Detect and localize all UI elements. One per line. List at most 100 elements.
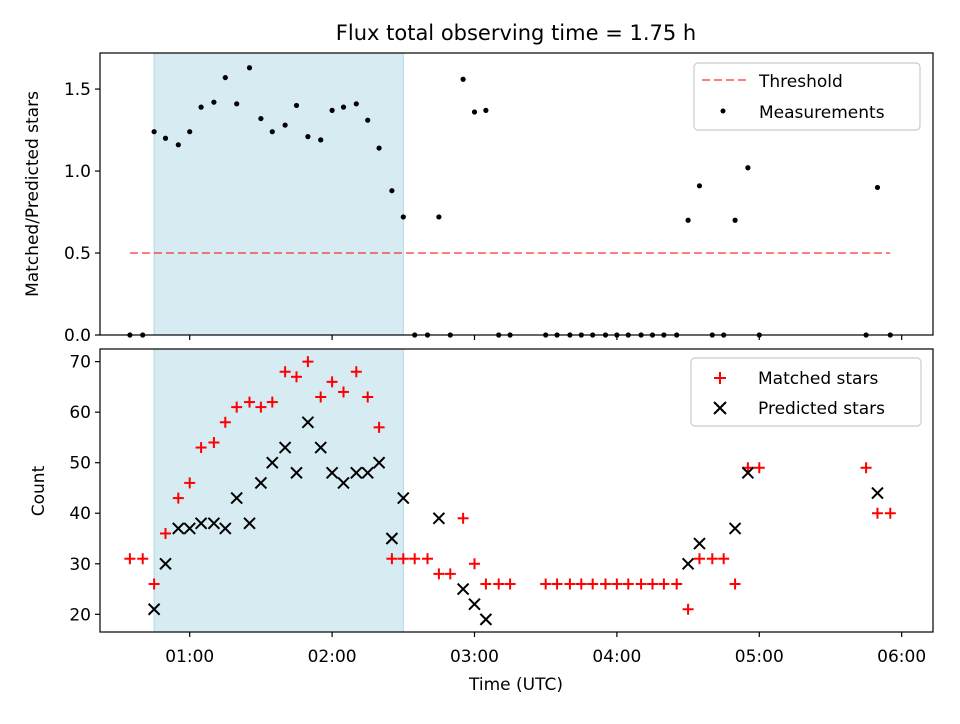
- bottom-xtick-label: 03:00: [450, 647, 499, 667]
- measurement-point: [151, 129, 157, 135]
- predicted-star-point: [468, 597, 481, 611]
- bottom-xtick-label: 02:00: [308, 647, 357, 667]
- bottom-ytick-label: 50: [69, 454, 91, 474]
- matched-star-point: [266, 396, 278, 408]
- measurement-point: [211, 99, 217, 105]
- measurement-point: [745, 165, 751, 171]
- predicted-star-point: [254, 476, 268, 490]
- matched-star-point: [279, 366, 291, 378]
- measurement-point: [187, 129, 193, 135]
- bottom-axes-frame: [99, 348, 934, 633]
- matched-star-point: [635, 578, 647, 590]
- matched-star-point: [540, 578, 552, 590]
- legend-measurements-label: Measurements: [759, 103, 885, 123]
- legend-measurements-swatch: [720, 108, 726, 114]
- measurement-point: [874, 184, 881, 191]
- predicted-star-point: [147, 603, 161, 616]
- matched-star-point: [682, 603, 694, 615]
- matched-star-point: [219, 416, 231, 428]
- top-legend: Threshold Measurements: [693, 62, 921, 131]
- measurement-point: [293, 102, 300, 109]
- predicted-star-point: [301, 416, 315, 429]
- matched-star-point: [504, 578, 516, 590]
- matched-star-point: [148, 578, 160, 590]
- matched-star-point: [208, 436, 220, 448]
- measurement-point: [258, 115, 264, 122]
- measurement-point: [175, 142, 181, 148]
- top-ytick-label: 0.5: [64, 244, 91, 264]
- matched-star-point: [493, 578, 505, 590]
- matched-star-point: [302, 356, 314, 368]
- measurement-point: [234, 101, 240, 107]
- predicted-star-point: [219, 522, 232, 535]
- matched-star-point: [231, 401, 243, 413]
- matched-star-point: [373, 421, 385, 433]
- measurement-point: [732, 217, 738, 223]
- matched-star-point: [729, 578, 741, 590]
- predicted-star-point: [266, 456, 279, 469]
- measurement-point: [460, 76, 466, 82]
- matched-star-point: [706, 553, 718, 565]
- bottom-ytick-label: 70: [69, 353, 91, 373]
- bottom-xtick-label: 04:00: [592, 647, 641, 667]
- measurement-point: [318, 137, 324, 143]
- matched-star-point: [397, 553, 409, 565]
- matched-star-point: [646, 578, 658, 590]
- matched-star-point: [433, 568, 445, 580]
- predicted-star-point: [194, 517, 208, 530]
- matched-star-point: [718, 553, 730, 565]
- matched-star-point: [457, 512, 469, 524]
- matched-star-point: [575, 578, 587, 590]
- measurement-point: [269, 129, 275, 135]
- matched-star-point: [337, 386, 349, 398]
- measurement-point: [483, 107, 489, 113]
- top-axes-frame: [99, 52, 934, 336]
- predicted-star-point: [741, 466, 755, 480]
- predicted-star-point: [372, 456, 386, 469]
- bottom-legend: Matched stars Predicted stars: [690, 357, 922, 427]
- predicted-star-point: [397, 491, 410, 505]
- predicted-star-point: [693, 537, 706, 550]
- matched-star-point: [195, 442, 207, 454]
- matched-star-point: [860, 462, 872, 474]
- legend-predicted-label: Predicted stars: [758, 399, 885, 419]
- top-shaded-span: [153, 52, 404, 336]
- bottom-shaded-span: [153, 348, 404, 633]
- predicted-star-point: [361, 466, 374, 480]
- predicted-star-point: [350, 466, 363, 480]
- measurement-point: [329, 107, 335, 113]
- matched-star-point: [444, 568, 456, 580]
- measurement-point: [162, 135, 169, 141]
- bottom-xtick-label: 06:00: [877, 647, 926, 667]
- measurement-point: [222, 74, 228, 81]
- measurement-point: [282, 122, 288, 128]
- legend-matched-label: Matched stars: [758, 369, 878, 389]
- legend-matched-swatch: [714, 372, 726, 384]
- predicted-star-point: [207, 517, 221, 530]
- matched-star-point: [753, 462, 765, 474]
- predicted-star-point: [385, 532, 399, 545]
- matched-star-point: [409, 553, 421, 565]
- predicted-star-point: [479, 613, 493, 626]
- matched-star-point: [884, 507, 896, 519]
- matched-star-point: [671, 578, 683, 590]
- legend-predicted-swatch: [713, 401, 727, 415]
- measurement-point: [436, 214, 442, 220]
- matched-star-point: [564, 578, 576, 590]
- matched-star-point: [172, 492, 184, 504]
- predicted-star-point: [728, 522, 742, 535]
- measurement-point: [198, 104, 204, 110]
- measurement-point: [353, 101, 359, 107]
- measurement-point: [685, 217, 691, 223]
- matched-star-point: [350, 366, 362, 378]
- measurement-point: [400, 214, 406, 220]
- matched-star-point: [871, 507, 883, 519]
- bottom-ytick-label: 30: [69, 555, 91, 575]
- predicted-star-point: [681, 557, 695, 570]
- predicted-star-point: [172, 522, 185, 535]
- predicted-star-point: [432, 512, 446, 525]
- matched-star-point: [622, 578, 634, 590]
- bottom-xtick-label: 01:00: [165, 647, 214, 667]
- measurement-point: [471, 109, 478, 115]
